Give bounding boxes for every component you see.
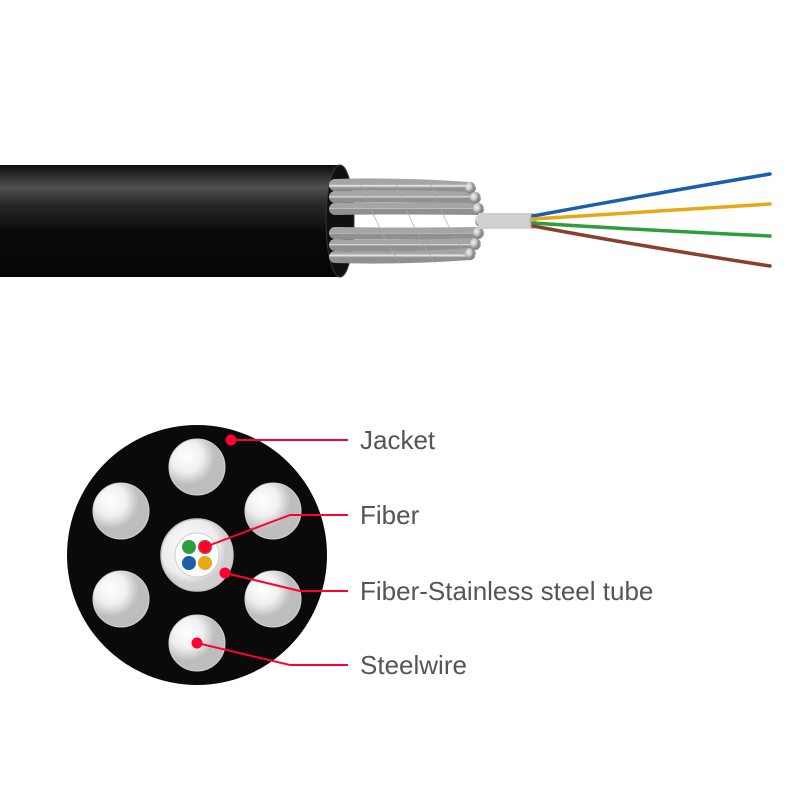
cross-section-view: Jacket Fiber Fiber-Stainless steel tube … [65,395,765,715]
fiber-blue [533,174,770,216]
fiber-strands [533,174,770,266]
cable-jacket [0,165,340,277]
fiber-dot-blue [182,556,196,570]
fiber-dot-yellow [198,556,212,570]
label-fiber: Fiber [360,500,419,531]
label-jacket: Jacket [360,425,435,456]
cable-3d-svg [0,135,800,335]
steelwire-bundle [335,181,485,263]
fiber-dot-green [182,540,196,554]
stainless-tube [478,213,533,229]
cable-3d-view [0,135,800,335]
label-steelwire: Steelwire [360,650,467,681]
tube-inner [175,533,219,577]
label-tube: Fiber-Stainless steel tube [360,576,653,607]
fiber-brown [533,226,770,266]
fiber-yellow [533,204,770,219]
